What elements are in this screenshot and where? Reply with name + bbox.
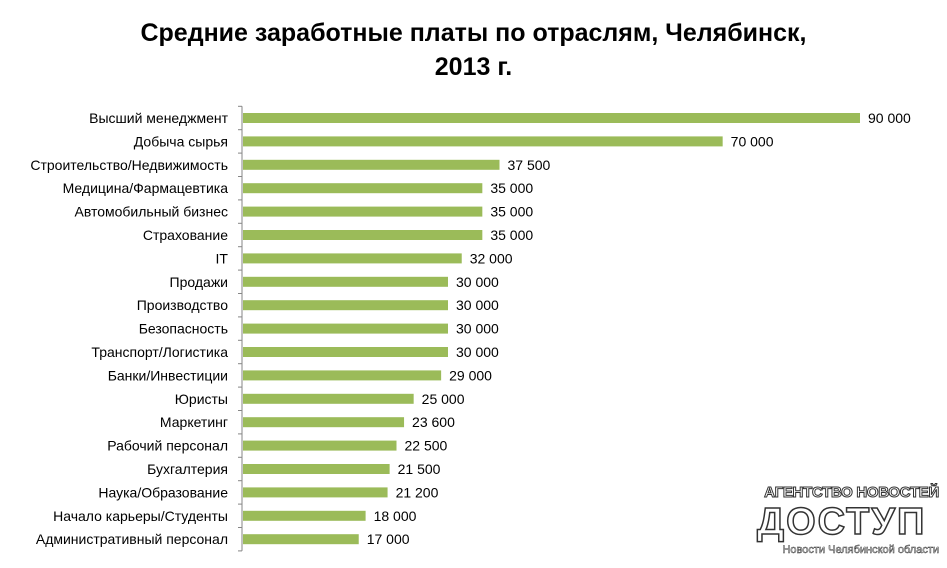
bar: [243, 136, 723, 147]
data-label: 90 000: [868, 110, 911, 126]
data-label: 30 000: [456, 344, 499, 360]
data-label: 22 500: [405, 438, 448, 454]
category-label: Административный персонал: [36, 531, 228, 547]
chart-title-line-1: Средние заработные платы по отраслям, Че…: [140, 19, 807, 47]
chart-title: Средние заработные платы по отраслям, Че…: [0, 16, 947, 84]
watermark-agency-text: АГЕНТСТВО НОВОСТЕЙ: [764, 484, 940, 502]
bar: [243, 487, 388, 498]
category-label: IT: [216, 250, 229, 266]
category-label: Производство: [137, 297, 228, 313]
data-label: 70 000: [731, 133, 774, 149]
category-label: Рабочий персонал: [107, 438, 228, 454]
data-label: 18 000: [374, 508, 417, 524]
category-label: Продажи: [170, 274, 228, 290]
bar: [243, 300, 448, 311]
watermark-subtitle: Новости Челябинской области: [782, 544, 939, 557]
watermark-logo: ДОСТУП: [756, 500, 927, 544]
bar: [243, 393, 414, 404]
data-label: 30 000: [456, 321, 499, 337]
bar: [243, 159, 500, 170]
bar: [243, 510, 366, 521]
bar-series: [243, 113, 860, 545]
category-label: Наука/Образование: [98, 484, 228, 500]
category-label: Транспорт/Логистика: [91, 344, 228, 360]
category-label: Безопасность: [139, 321, 228, 337]
bar: [243, 183, 483, 194]
category-label: Строительство/Недвижимость: [30, 157, 228, 173]
category-label: Высший менеджмент: [89, 110, 228, 126]
bar: [243, 253, 462, 264]
category-label: Юристы: [175, 391, 228, 407]
data-label: 35 000: [490, 227, 533, 243]
data-label: 30 000: [456, 274, 499, 290]
bar: [243, 206, 483, 217]
data-label: 25 000: [422, 391, 465, 407]
value-labels: 90 000 70 000 37 500 35 000 35 000 35 000 32 0…: [367, 110, 911, 547]
bar: [243, 464, 390, 474]
bar: [243, 230, 483, 240]
data-label: 35 000: [490, 204, 533, 220]
data-label: 32 000: [470, 250, 513, 266]
category-axis: [238, 105, 243, 552]
category-labels: Высший менеджмент Добыча сырья Строительст…: [30, 110, 228, 547]
category-label: Страхование: [143, 227, 228, 243]
data-label: 37 500: [508, 157, 551, 173]
data-label: 21 200: [396, 484, 439, 500]
data-label: 29 000: [449, 367, 492, 383]
bar: [243, 534, 359, 545]
bar: [243, 417, 405, 428]
bar: [243, 347, 448, 357]
bar: [243, 323, 448, 334]
data-label: 30 000: [456, 297, 499, 313]
category-label: Медицина/Фармацевтика: [63, 180, 229, 196]
bar: [243, 276, 448, 287]
data-label: 21 500: [398, 461, 441, 477]
bar: [243, 440, 397, 451]
category-label: Маркетинг: [160, 414, 228, 430]
category-label: Бухгалтерия: [147, 461, 228, 477]
category-label: Добыча сырья: [134, 133, 228, 149]
data-label: 17 000: [367, 531, 410, 547]
category-label: Автомобильный бизнес: [74, 204, 228, 220]
chart-title-line-2: 2013 г.: [434, 53, 513, 81]
category-label: Банки/Инвестиции: [108, 367, 228, 383]
data-label: 35 000: [490, 180, 533, 196]
bar: [243, 113, 860, 123]
news-agency-watermark: АГЕНТСТВО НОВОСТЕЙ ДОСТУП Новости Челяби…: [756, 484, 940, 564]
data-label: 23 600: [412, 414, 455, 430]
category-label: Начало карьеры/Студенты: [53, 508, 228, 524]
bar: [243, 370, 442, 381]
